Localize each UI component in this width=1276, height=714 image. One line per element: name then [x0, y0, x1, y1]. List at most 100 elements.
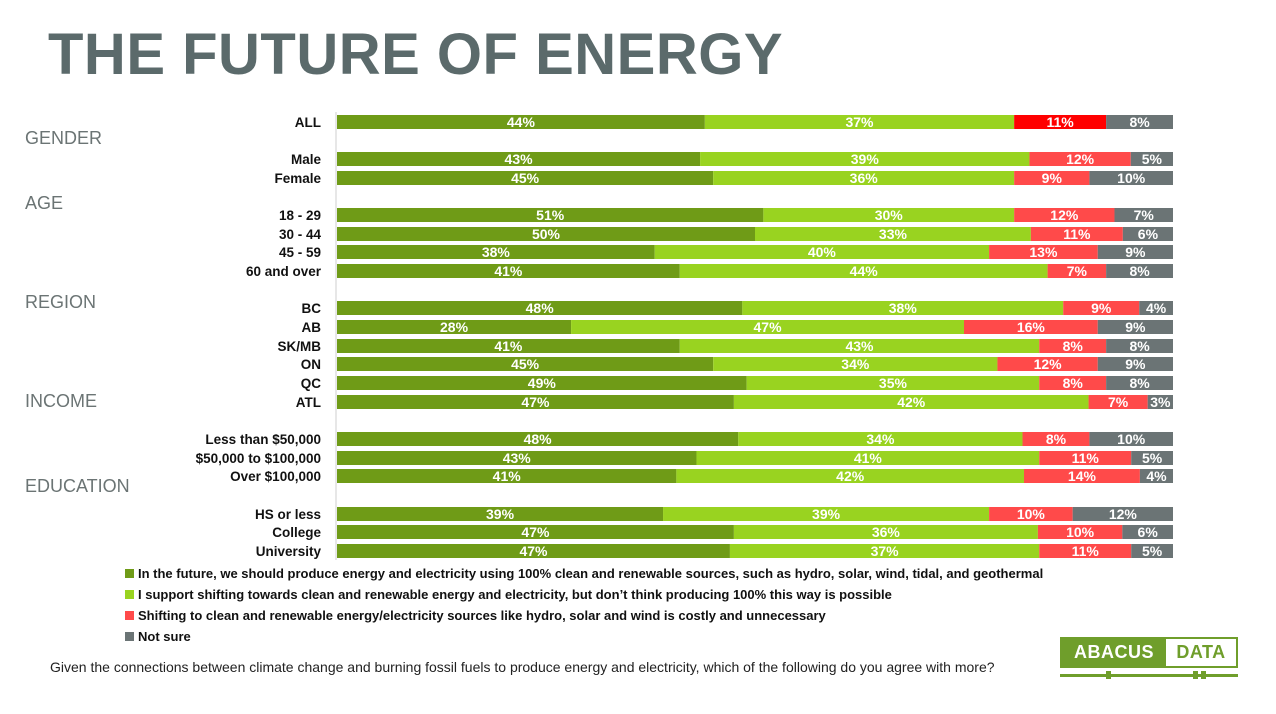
bar-segment-support [733, 525, 1038, 539]
bar-segment-not-sure [1106, 339, 1173, 353]
data-label-support: 35% [879, 375, 908, 391]
data-label-not-sure: 8% [1129, 114, 1150, 130]
row-label: 60 and over [246, 264, 322, 279]
bar-segment-support [654, 245, 990, 259]
data-label-costly: 13% [1029, 244, 1058, 260]
row-label: 30 - 44 [279, 227, 322, 242]
data-label-clean: 43% [505, 151, 534, 167]
bar-segment-costly [1030, 227, 1123, 241]
bar-segment-costly [1047, 264, 1107, 278]
logo-right-word: DATA [1166, 639, 1236, 666]
row-label: QC [301, 376, 322, 391]
row-label: University [256, 544, 322, 559]
bar-segment-costly [1039, 451, 1132, 465]
bar-segment-clean [337, 507, 664, 521]
group-label-age: AGE [25, 193, 64, 213]
bar-segment-support [755, 227, 1031, 241]
bar-segment-not-sure [1130, 152, 1173, 166]
data-label-clean: 51% [536, 207, 565, 223]
data-label-not-sure: 8% [1129, 375, 1150, 391]
data-label-support: 38% [889, 300, 918, 316]
data-label-not-sure: 9% [1125, 319, 1146, 335]
bar-segment-not-sure [1097, 245, 1173, 259]
data-label-clean: 41% [493, 468, 522, 484]
data-label-not-sure: 7% [1134, 207, 1155, 223]
data-label-costly: 12% [1066, 151, 1095, 167]
bar-segment-costly [989, 245, 1098, 259]
data-label-not-sure: 9% [1125, 356, 1146, 372]
data-label-costly: 10% [1066, 524, 1095, 540]
data-label-costly: 8% [1063, 375, 1084, 391]
row-label: HS or less [255, 507, 321, 522]
row-label: ON [301, 357, 321, 372]
bar-segment-clean [337, 339, 680, 353]
bar-segment-not-sure [1114, 208, 1173, 222]
bar-segment-support [763, 208, 1015, 222]
row-label: $50,000 to $100,000 [196, 451, 321, 466]
legend-swatch-support [125, 590, 134, 599]
data-label-clean: 47% [521, 524, 550, 540]
data-label-not-sure: 9% [1125, 244, 1146, 260]
data-label-clean: 47% [521, 394, 550, 410]
data-label-support: 39% [851, 151, 880, 167]
legend-item-not-sure: Not sure [125, 626, 1043, 647]
bar-segment-not-sure [1089, 171, 1173, 185]
data-label-support: 42% [897, 394, 926, 410]
bar-segment-not-sure [1139, 301, 1173, 315]
bar-segment-support [571, 320, 964, 334]
legend-label-clean: In the future, we should produce energy … [138, 566, 1044, 581]
group-label-gender: GENDER [25, 128, 103, 148]
data-label-support: 39% [812, 506, 841, 522]
data-label-not-sure: 6% [1138, 226, 1159, 242]
data-label-clean: 28% [440, 319, 469, 335]
data-label-costly: 11% [1072, 450, 1100, 466]
row-label: 18 - 29 [279, 208, 321, 223]
data-label-clean: 41% [494, 263, 523, 279]
abacus-data-logo: ABACUS DATA [1060, 637, 1238, 679]
data-label-clean: 41% [494, 338, 523, 354]
legend: In the future, we should produce energy … [125, 563, 1043, 647]
row-label: SK/MB [278, 339, 322, 354]
bar-segment-not-sure [1122, 525, 1173, 539]
data-label-support: 37% [871, 543, 900, 559]
bar-segment-costly [997, 357, 1098, 371]
bar-segment-clean [337, 301, 743, 315]
data-label-costly: 7% [1108, 394, 1129, 410]
legend-label-costly: Shifting to clean and renewable energy/e… [138, 608, 826, 623]
bar-segment-costly [1029, 152, 1131, 166]
group-label-income: INCOME [25, 391, 97, 411]
legend-label-support: I support shifting towards clean and ren… [138, 587, 892, 602]
bar-segment-not-sure [1147, 395, 1173, 409]
row-label: Female [274, 171, 321, 186]
logo-box: ABACUS DATA [1060, 637, 1238, 668]
data-label-support: 41% [854, 450, 883, 466]
bar-segment-costly [1037, 525, 1123, 539]
data-label-costly: 8% [1063, 338, 1084, 354]
data-label-not-sure: 5% [1142, 151, 1163, 167]
bar-segment-support [700, 152, 1030, 166]
row-label: Over $100,000 [230, 469, 321, 484]
data-label-support: 34% [866, 431, 895, 447]
row-label: Male [291, 152, 322, 167]
legend-item-costly: Shifting to clean and renewable energy/e… [125, 605, 1043, 626]
bar-segment-support [729, 544, 1040, 558]
data-label-costly: 12% [1034, 356, 1063, 372]
data-label-costly: 8% [1046, 431, 1067, 447]
bar-segment-clean [337, 171, 714, 185]
data-label-costly: 16% [1017, 319, 1046, 335]
bar-segment-support [679, 339, 1040, 353]
row-label: AB [302, 320, 322, 335]
bar-segment-costly [1039, 544, 1132, 558]
bar-segment-clean [337, 227, 755, 241]
bar-segment-not-sure [1106, 115, 1173, 129]
data-label-clean: 39% [486, 506, 515, 522]
data-label-not-sure: 4% [1146, 300, 1167, 316]
data-label-not-sure: 12% [1109, 506, 1138, 522]
bar-segment-clean [337, 152, 701, 166]
logo-rule [1060, 674, 1238, 677]
data-label-costly: 12% [1050, 207, 1079, 223]
data-label-costly: 9% [1091, 300, 1112, 316]
data-label-clean: 48% [524, 431, 553, 447]
row-label: 45 - 59 [279, 245, 321, 260]
